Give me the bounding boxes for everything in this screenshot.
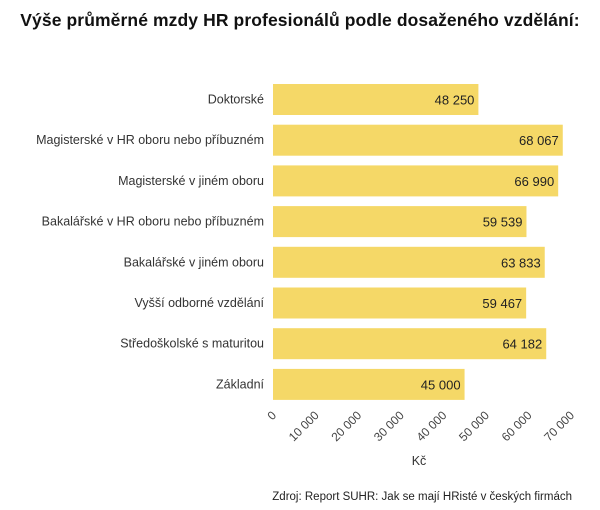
bar [273, 287, 527, 319]
category-label: Magisterské v jiném oboru [118, 174, 264, 188]
bar [273, 246, 545, 278]
data-label: 59 467 [482, 296, 522, 311]
x-tick-label: 30 000 [371, 408, 407, 444]
x-tick-label: 70 000 [541, 408, 577, 444]
x-tick-label: 20 000 [328, 408, 364, 444]
bar [273, 124, 563, 156]
category-label: Středoškolské s maturitou [120, 337, 264, 351]
data-label: 48 250 [435, 93, 475, 108]
category-label: Bakalářské v HR oboru nebo příbuzném [42, 215, 264, 229]
category-label: Magisterské v HR oboru nebo příbuzném [36, 133, 264, 147]
bar [273, 165, 559, 197]
x-tick-label: 50 000 [456, 408, 492, 444]
x-tick-label: 0 [264, 408, 279, 423]
x-tick-label: 10 000 [286, 408, 322, 444]
category-label: Bakalářské v jiném oboru [124, 255, 264, 269]
data-label: 63 833 [501, 255, 541, 270]
data-label: 64 182 [502, 337, 542, 352]
data-label: 45 000 [421, 377, 461, 392]
data-label: 66 990 [514, 174, 554, 189]
category-label: Základní [216, 377, 264, 391]
x-axis-label: Kč [412, 454, 427, 468]
chart-title: Výše průměrné mzdy HR profesionálů podle… [20, 10, 580, 30]
data-label: 68 067 [519, 133, 559, 148]
bar [273, 368, 465, 400]
source-note: Zdroj: Report SUHR: Jak se mají HRisté v… [272, 491, 572, 503]
x-tick-label: 60 000 [499, 408, 535, 444]
data-label: 59 539 [483, 215, 523, 230]
bar [273, 84, 479, 115]
bar [273, 328, 547, 360]
category-label: Vyšší odborné vzdělání [135, 296, 265, 310]
bar [273, 206, 527, 238]
category-label: Doktorské [208, 93, 264, 107]
x-tick-label: 40 000 [414, 408, 450, 444]
